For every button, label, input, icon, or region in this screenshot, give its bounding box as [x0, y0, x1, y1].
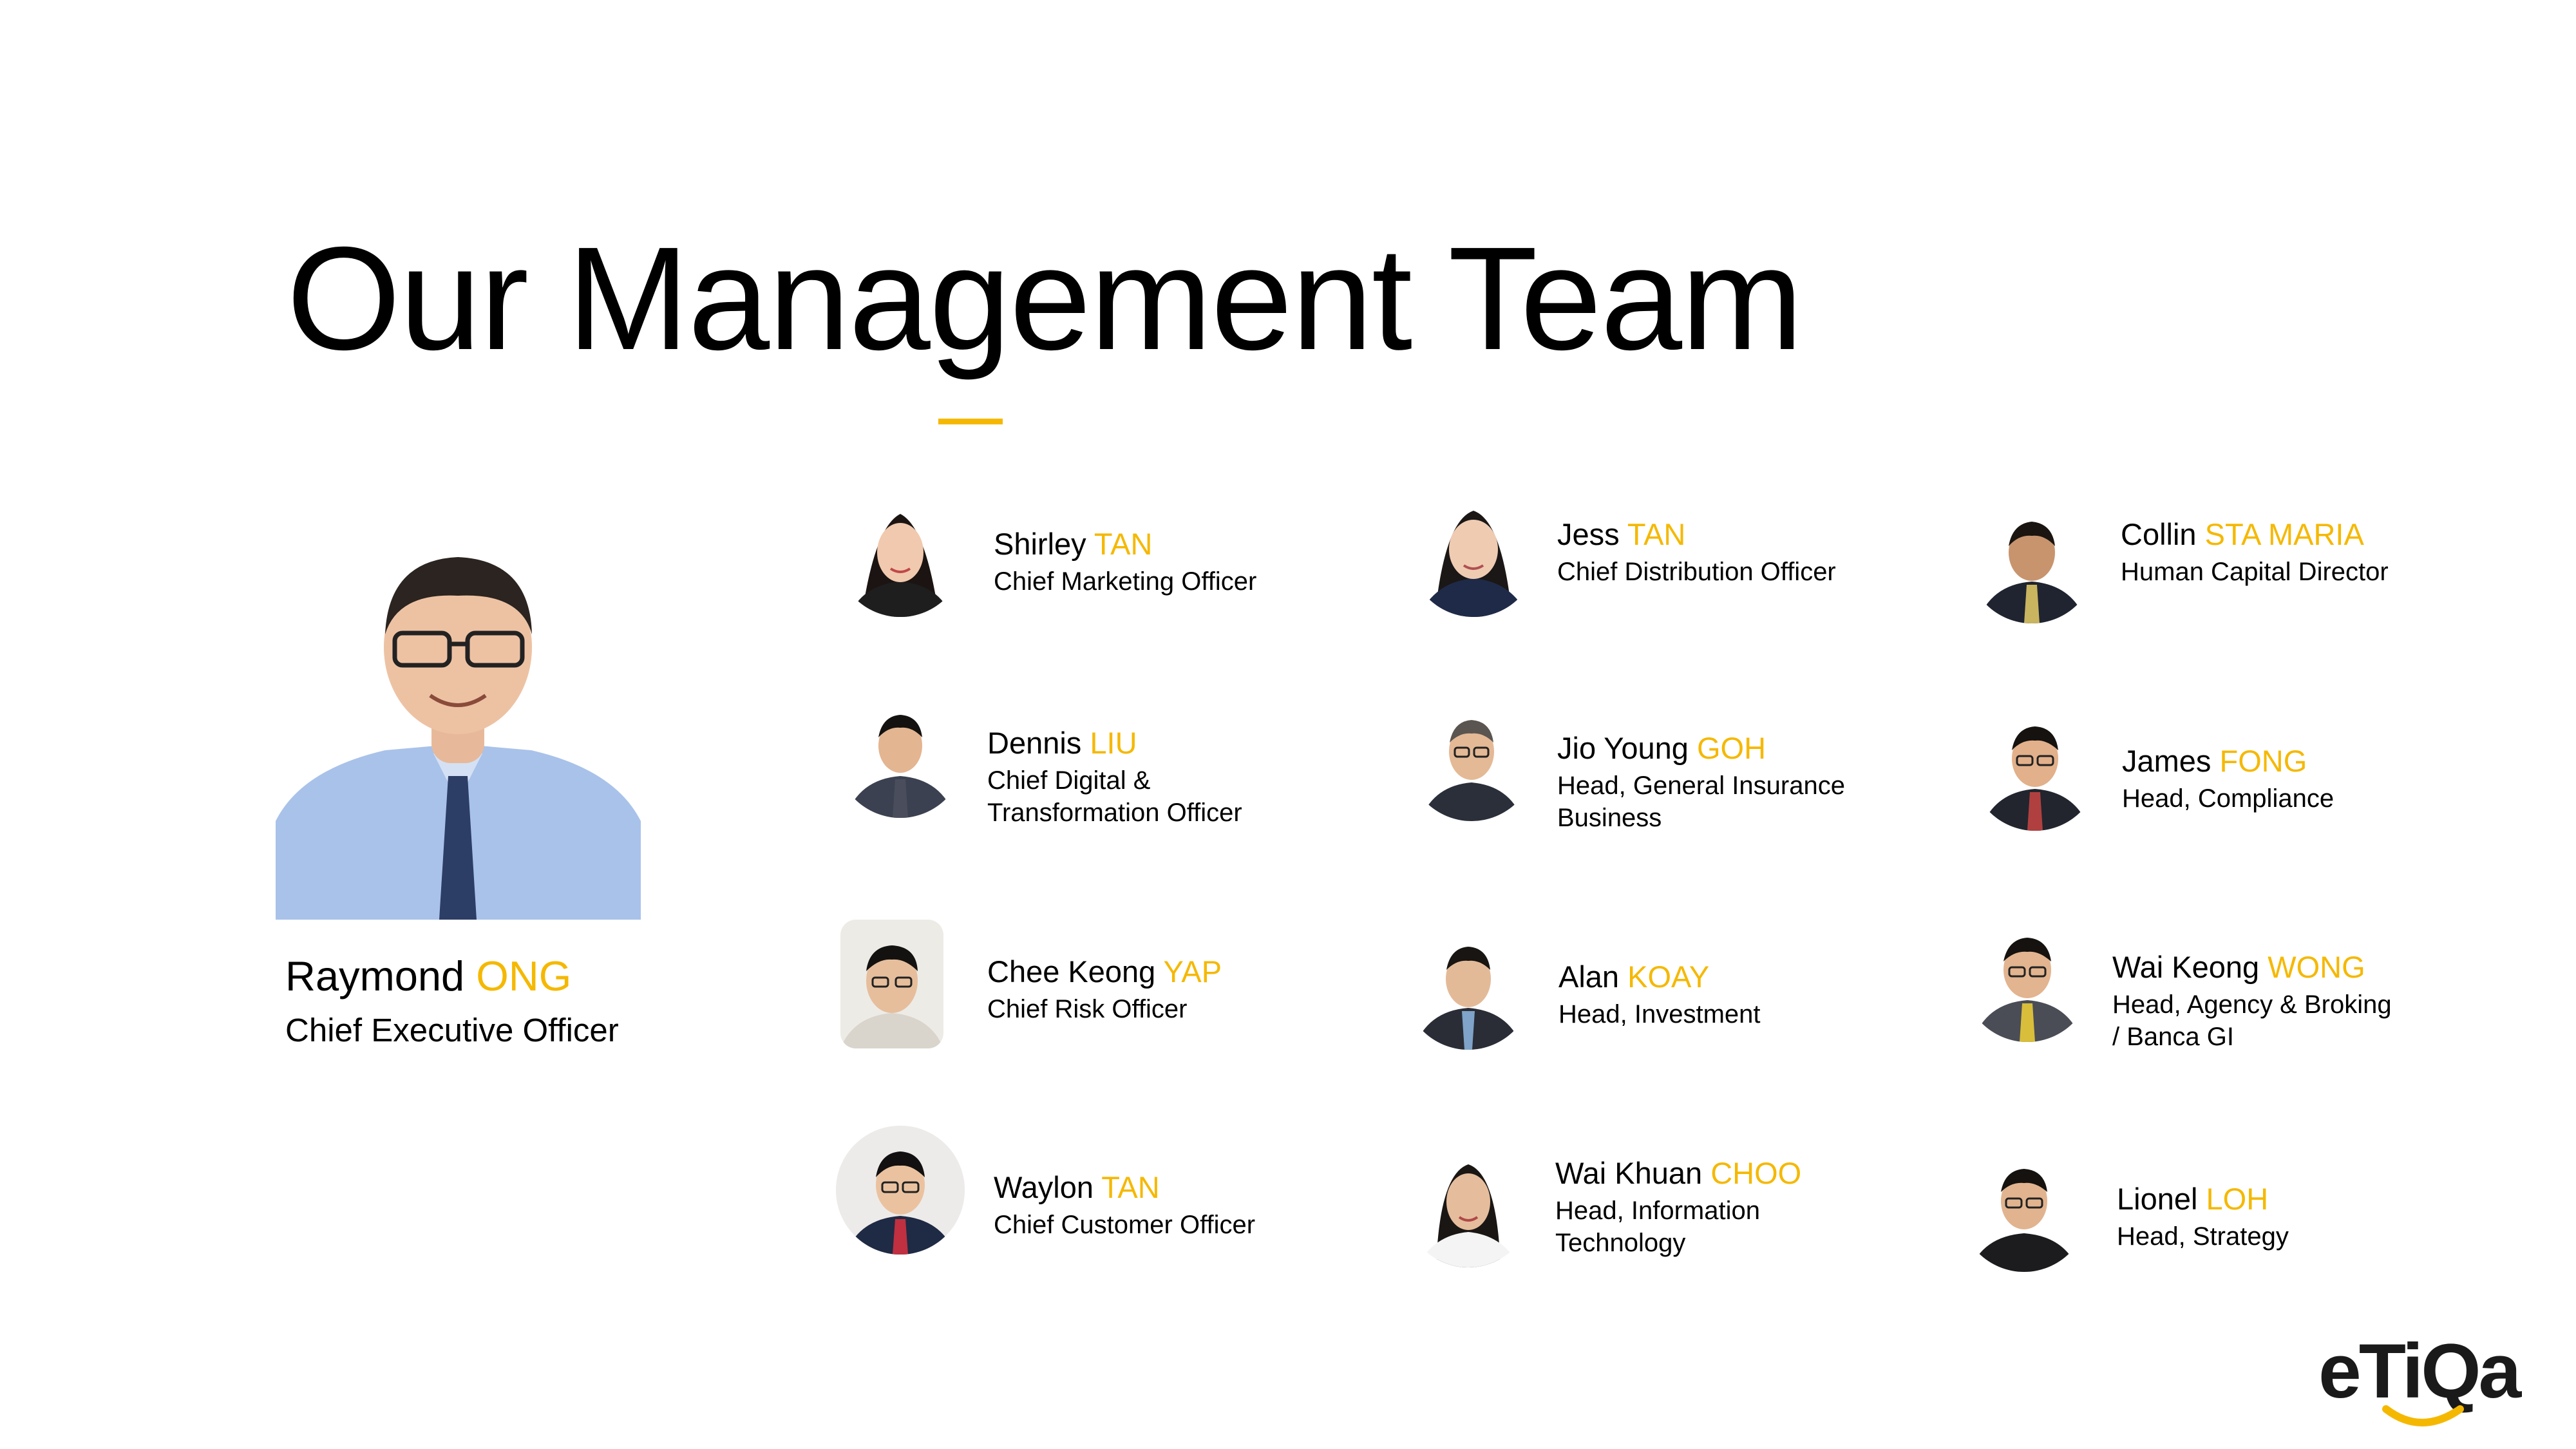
portrait-image [836, 488, 965, 617]
portrait-image [1967, 495, 2096, 623]
member-card-collin-sta-maria: Collin STA MARIA Human Capital Director [2121, 517, 2389, 588]
portrait-image [1404, 1139, 1533, 1267]
member-role: Chief Marketing Officer [994, 567, 1257, 596]
member-role: Head, Compliance [2122, 784, 2334, 813]
member-role: Chief Digital & Transformation Officer [987, 766, 1242, 828]
portrait-image [1971, 702, 2099, 831]
etiqa-logo-mark: eTiQa [2318, 1328, 2525, 1426]
member-photo-jess-tan [1409, 488, 1538, 617]
member-card-alan-koay: Alan KOAY Head, Investment [1558, 960, 1761, 1030]
member-role: Human Capital Director [2121, 558, 2389, 587]
portrait-image [1404, 921, 1533, 1050]
member-photo-jio-young-goh [1407, 692, 1536, 821]
ceo-portrait [276, 531, 641, 920]
member-card-shirley-tan: Shirley TAN Chief Marketing Officer [994, 527, 1256, 598]
page-title: Our Management Team [287, 217, 1803, 381]
member-role: Head, Agency & Broking / Banca GI [2112, 990, 2392, 1052]
member-card-waylon-tan: Waylon TAN Chief Customer Officer [994, 1170, 1255, 1241]
member-name: Wai Keong WONG [2112, 950, 2365, 984]
member-photo-james-fong [1971, 702, 2099, 831]
portrait-image [1963, 913, 2092, 1042]
ceo-last-name: ONG [476, 952, 572, 999]
member-name: Alan KOAY [1558, 960, 1710, 994]
member-role: Chief Customer Officer [994, 1211, 1256, 1240]
member-card-wai-keong-wong: Wai Keong WONG Head, Agency & Broking / B… [2112, 950, 2392, 1053]
member-photo-lionel-loh [1960, 1143, 2088, 1272]
member-photo-dennis-liu [836, 689, 965, 818]
member-name: Dennis LIU [987, 726, 1137, 760]
svg-text:eTiQa: eTiQa [2318, 1328, 2523, 1414]
member-role: Head, Investment [1558, 1000, 1761, 1029]
ceo-name: Raymond ONG [285, 952, 571, 1000]
portrait-image [1960, 1143, 2088, 1272]
ceo-role: Chief Executive Officer [285, 1012, 619, 1048]
member-role: Head, Strategy [2117, 1222, 2289, 1251]
ceo-portrait-image [276, 531, 641, 920]
portrait-image [836, 689, 965, 818]
portrait-image [840, 920, 943, 1048]
member-name: James FONG [2122, 744, 2307, 778]
member-card-dennis-liu: Dennis LIU Chief Digital & Transformation… [987, 726, 1242, 829]
member-photo-shirley-tan [836, 488, 965, 617]
member-name: Wai Khuan CHOO [1555, 1156, 1802, 1190]
member-photo-wai-keong-wong [1963, 913, 2092, 1042]
member-card-lionel-loh: Lionel LOH Head, Strategy [2117, 1182, 2289, 1253]
member-card-wai-khuan-choo: Wai Khuan CHOO Head, Information Technolo… [1555, 1156, 1801, 1259]
member-name: Lionel LOH [2117, 1182, 2269, 1216]
portrait-image [1407, 692, 1536, 821]
title-underline [938, 419, 1003, 424]
member-card-jess-tan: Jess TAN Chief Distribution Officer [1557, 517, 1836, 588]
member-photo-waylon-tan [836, 1126, 965, 1255]
member-photo-alan-koay [1404, 921, 1533, 1050]
member-name: Chee Keong YAP [987, 954, 1222, 989]
member-name: Collin STA MARIA [2121, 517, 2364, 551]
member-card-james-fong: James FONG Head, Compliance [2122, 744, 2334, 815]
member-photo-chee-keong-yap [840, 920, 943, 1048]
portrait-image [1409, 488, 1538, 617]
member-role: Head, General Insurance Business [1557, 772, 1845, 833]
member-role: Chief Risk Officer [987, 995, 1188, 1024]
member-name: Jess TAN [1557, 517, 1686, 551]
member-role: Head, Information Technology [1555, 1197, 1760, 1258]
member-photo-collin-sta-maria [1967, 495, 2096, 623]
member-photo-wai-khuan-choo [1404, 1139, 1533, 1267]
member-name: Jio Young GOH [1557, 731, 1766, 765]
ceo-first-name: Raymond [285, 952, 465, 999]
member-name: Shirley TAN [994, 527, 1153, 561]
member-card-chee-keong-yap: Chee Keong YAP Chief Risk Officer [987, 954, 1222, 1025]
member-role: Chief Distribution Officer [1557, 558, 1836, 587]
portrait-image [836, 1126, 965, 1255]
member-card-jio-young-goh: Jio Young GOH Head, General Insurance Bus… [1557, 731, 1845, 834]
etiqa-logo: eTiQa [2318, 1327, 2537, 1436]
member-name: Waylon TAN [994, 1170, 1160, 1204]
